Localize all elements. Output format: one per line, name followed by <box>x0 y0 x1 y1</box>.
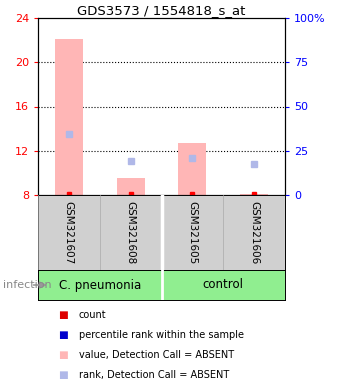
Text: C. pneumonia: C. pneumonia <box>59 278 141 291</box>
Bar <box>240 194 268 195</box>
Text: percentile rank within the sample: percentile rank within the sample <box>79 330 244 340</box>
Bar <box>161 270 285 300</box>
Text: ■: ■ <box>58 370 68 380</box>
Text: GSM321607: GSM321607 <box>64 201 74 264</box>
Bar <box>178 143 206 195</box>
Bar <box>55 39 83 195</box>
Text: value, Detection Call = ABSENT: value, Detection Call = ABSENT <box>79 350 234 360</box>
Title: GDS3573 / 1554818_s_at: GDS3573 / 1554818_s_at <box>77 4 246 17</box>
Text: GSM321605: GSM321605 <box>187 201 197 264</box>
Text: rank, Detection Call = ABSENT: rank, Detection Call = ABSENT <box>79 370 229 380</box>
Text: GSM321608: GSM321608 <box>126 201 136 264</box>
Text: count: count <box>79 310 106 320</box>
Bar <box>117 179 145 195</box>
Text: GSM321606: GSM321606 <box>249 201 259 264</box>
Text: ■: ■ <box>58 310 68 320</box>
Text: ■: ■ <box>58 330 68 340</box>
Bar <box>38 270 161 300</box>
Text: infection: infection <box>4 280 52 290</box>
Text: ■: ■ <box>58 350 68 360</box>
Text: control: control <box>203 278 244 291</box>
